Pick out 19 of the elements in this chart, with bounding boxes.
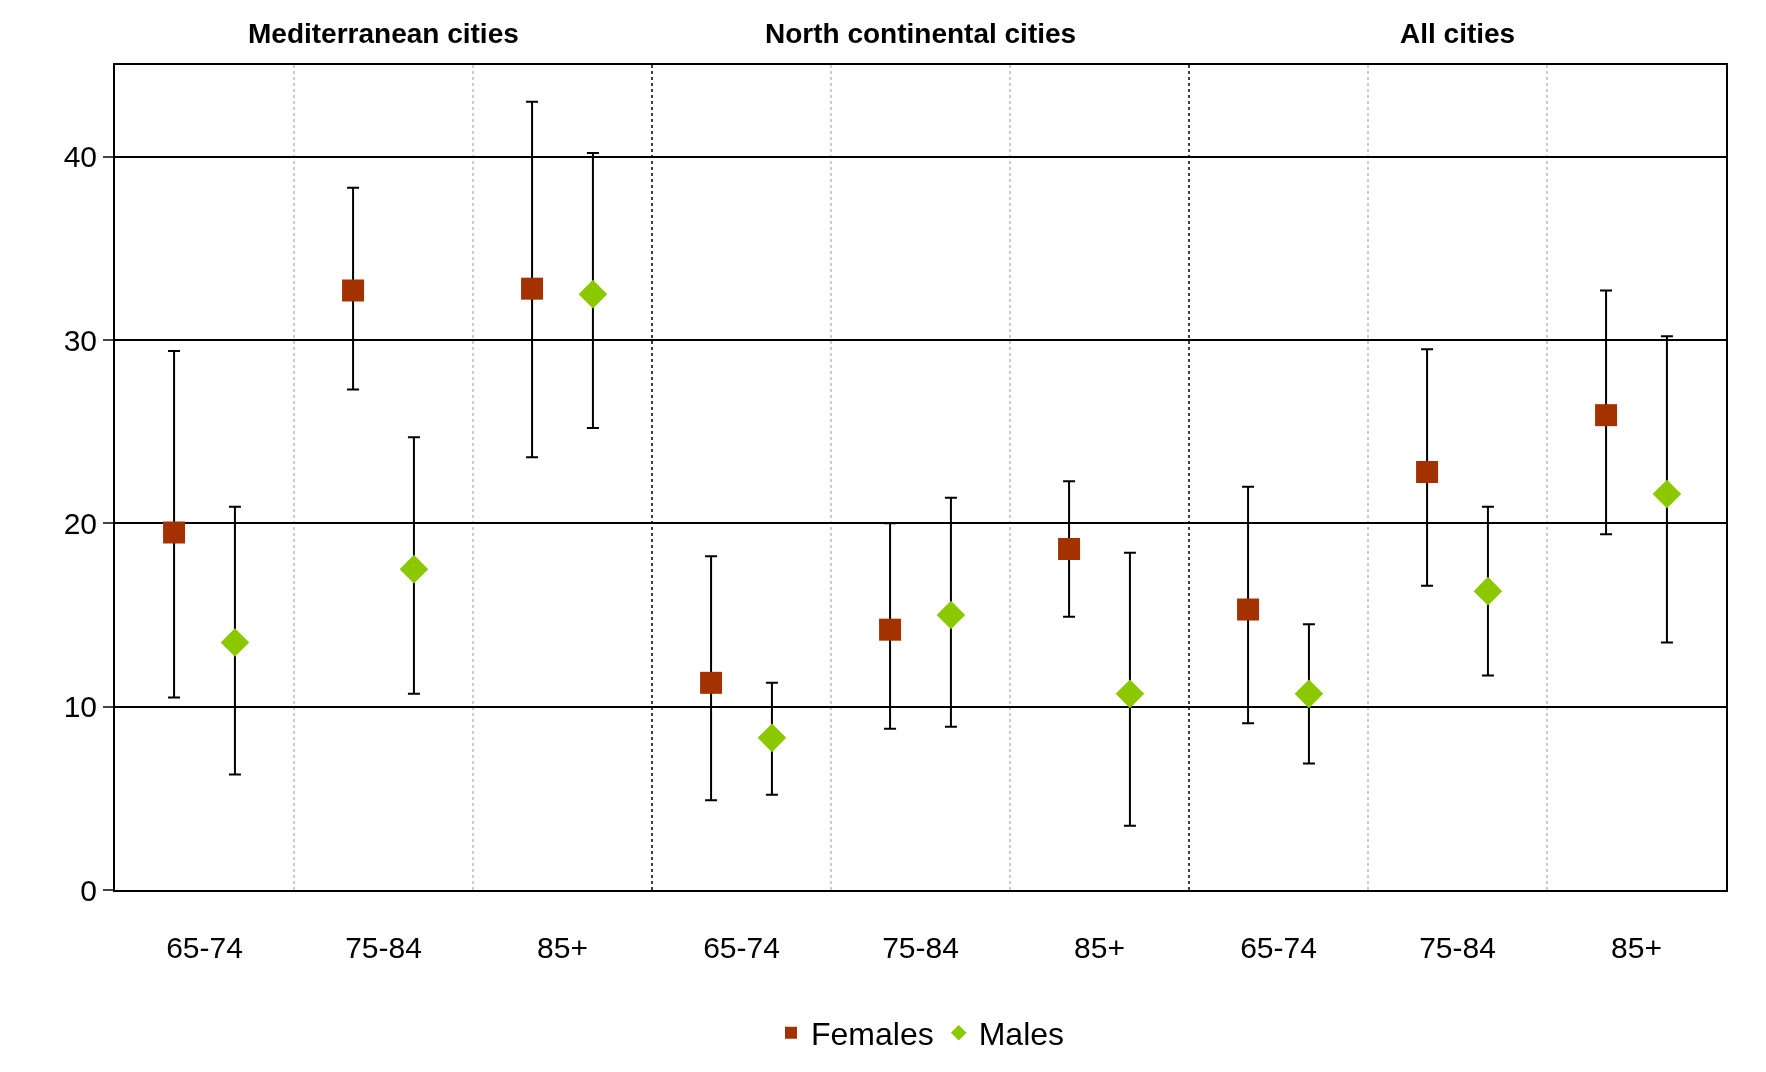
y-tick-label: 30 xyxy=(63,323,97,357)
y-tick-label: 10 xyxy=(63,690,97,724)
legend-label: Females xyxy=(811,1016,934,1053)
text: Mediterranean cities xyxy=(248,18,519,49)
x-tick-label: 65-74 xyxy=(1240,931,1317,964)
y-tick-label: 40 xyxy=(63,140,97,174)
text: All cities xyxy=(1400,18,1516,49)
x-tick-label: 85+ xyxy=(1074,931,1125,964)
x-tick-label: 85+ xyxy=(1611,931,1662,964)
y-tick-label: 20 xyxy=(63,506,97,540)
x-tick-label: 65-74 xyxy=(166,931,243,964)
x-tick-label: 75-84 xyxy=(882,931,959,964)
x-tick-label: 65-74 xyxy=(703,931,780,964)
text: North continental cities xyxy=(765,18,1077,49)
y-tick-label: 0 xyxy=(80,873,97,907)
x-tick-label: 85+ xyxy=(537,931,588,964)
x-tick-label: 75-84 xyxy=(345,931,422,964)
x-tick-label: 75-84 xyxy=(1419,931,1496,964)
legend-label: Males xyxy=(978,1016,1065,1053)
